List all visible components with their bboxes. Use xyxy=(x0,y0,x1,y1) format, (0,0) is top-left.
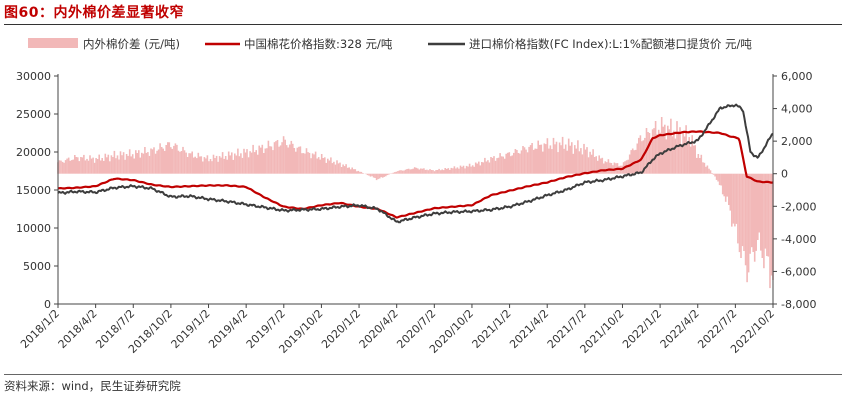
right-tick-label: 4,000 xyxy=(781,103,813,116)
legend-swatch-spread xyxy=(28,38,78,48)
x-tick-label: 2019/1/2 xyxy=(169,307,213,351)
right-tick-label: -6,000 xyxy=(781,265,816,278)
right-tick-label: -4,000 xyxy=(781,233,816,246)
x-tick-label: 2020/4/2 xyxy=(357,307,401,351)
x-tick-label: 2021/4/2 xyxy=(507,307,551,351)
left-tick-label: 30000 xyxy=(16,70,51,83)
legend-label-china-cotton: 中国棉花价格指数:328 元/吨 xyxy=(244,37,393,51)
left-tick-label: 5000 xyxy=(23,260,51,273)
left-tick-label: 0 xyxy=(44,298,51,311)
right-tick-label: 2,000 xyxy=(781,135,813,148)
legend: 内外棉价差 (元/吨) 中国棉花价格指数:328 元/吨 进口棉价格指数(FC … xyxy=(28,37,752,51)
left-tick-label: 25000 xyxy=(16,108,51,121)
source-note: 资料来源：wind，民生证券研究院 xyxy=(4,379,181,393)
left-tick-label: 20000 xyxy=(16,146,51,159)
x-tick-label: 2019/4/2 xyxy=(206,307,250,351)
right-tick-label: -2,000 xyxy=(781,200,816,213)
x-tick-label: 2018/4/2 xyxy=(56,307,100,351)
figure-title: 图60：内外棉价差显著收窄 xyxy=(4,5,184,21)
left-tick-label: 10000 xyxy=(16,222,51,235)
x-tick-label: 2020/1/2 xyxy=(319,307,363,351)
import-cotton-line xyxy=(57,103,774,224)
right-tick-label: -8,000 xyxy=(781,298,816,311)
title-rule xyxy=(4,24,842,25)
right-tick-label: 0 xyxy=(781,168,788,181)
left-tick-label: 15000 xyxy=(16,184,51,197)
x-tick-label: 2022/1/2 xyxy=(620,307,664,351)
plot-area xyxy=(57,103,774,289)
x-tick-label: 2022/4/2 xyxy=(658,307,702,351)
x-tick-label: 2021/1/2 xyxy=(470,307,514,351)
bottom-rule xyxy=(4,374,842,375)
x-tick-label: 2018/1/2 xyxy=(18,307,62,351)
legend-label-spread: 内外棉价差 (元/吨) xyxy=(83,37,180,51)
right-tick-label: 6,000 xyxy=(781,70,813,83)
china-cotton-line xyxy=(57,130,774,219)
legend-label-import-cotton: 进口棉价格指数(FC Index):L:1%配额港口提货价 元/吨 xyxy=(469,37,752,51)
